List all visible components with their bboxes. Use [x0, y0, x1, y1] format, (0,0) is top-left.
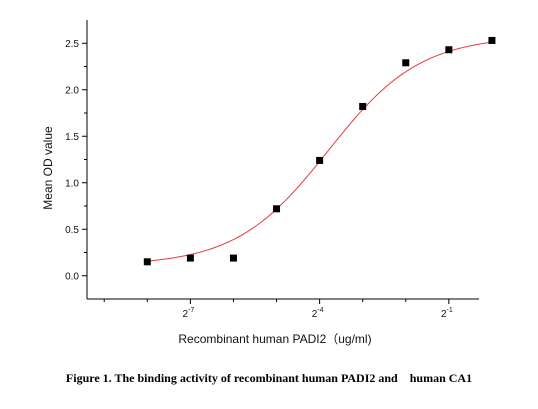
x-tick-label: 2-7: [182, 307, 194, 320]
x-ticks: 2-7 2-4 2-1: [103, 299, 453, 320]
x-tick-label: 2-4: [312, 307, 324, 320]
data-point: [488, 36, 496, 44]
data-point: [316, 156, 324, 164]
y-tick-label: 2.5: [65, 39, 79, 50]
binding-activity-chart: 0.0 0.5 1.0 1.5 2.0 2.5 2-7 2-4 2-1 Recombinant…: [41, 20, 496, 346]
data-point: [402, 59, 410, 67]
axes: [86, 20, 479, 300]
y-tick-label: 1.0: [65, 178, 79, 189]
data-point: [359, 102, 367, 110]
data-point: [229, 254, 237, 262]
data-point: [143, 258, 151, 266]
figure-caption: Figure 1. The binding activity of recomb…: [65, 371, 473, 385]
y-axis-title: Mean OD value: [41, 126, 55, 210]
data-point: [445, 46, 453, 54]
y-tick-label: 2.0: [65, 85, 79, 96]
data-point: [186, 254, 194, 262]
fit-curve: [147, 41, 492, 262]
y-tick-label: 0.0: [65, 271, 79, 282]
y-tick-label: 1.5: [65, 132, 79, 143]
x-tick-label: 2-1: [441, 307, 453, 320]
data-point: [273, 205, 281, 213]
x-axis-title: Recombinant human PADI2（ug/ml): [178, 332, 371, 346]
y-tick-label: 0.5: [65, 225, 79, 236]
y-ticks: 0.0 0.5 1.0 1.5 2.0 2.5: [65, 39, 87, 282]
data-points: [143, 36, 496, 266]
